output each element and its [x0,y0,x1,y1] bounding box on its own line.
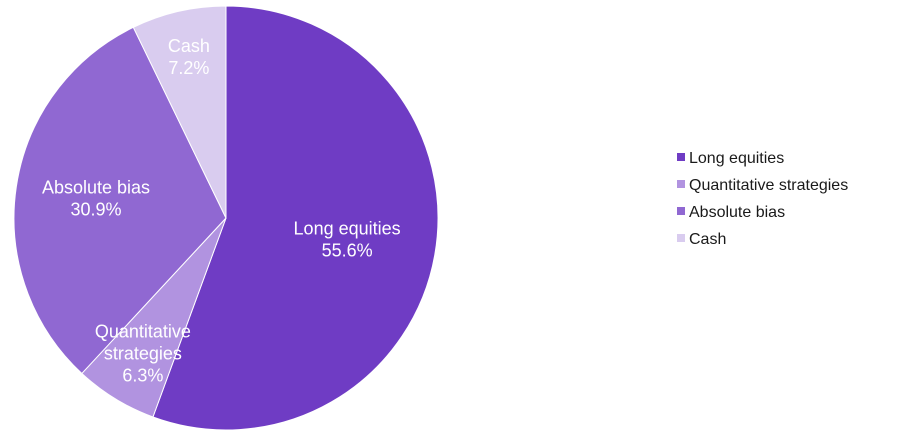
slice-label-cash: Cash 7.2% [168,36,210,78]
slice-label-absolute-bias: Absolute bias 30.9% [42,178,150,220]
legend-item-absolute-bias: Absolute bias [677,204,785,221]
slice-value-label: 55.6% [322,241,373,261]
legend-item-long-equities: Long equities [677,150,784,167]
slice-label-quantitative-strategies: Quantitative strategies 6.3% [95,322,191,386]
slice-name-label: Quantitative [95,322,191,342]
slice-value-label: 6.3% [122,366,163,386]
slice-name-label: strategies [104,344,182,364]
legend-swatch [677,234,685,242]
pie-slice-absolute-bias [13,26,227,375]
legend-item-quantitative-strategies: Quantitative strategies [677,177,848,194]
pie-slice-long-equities [152,5,439,430]
slice-name-label: Long equities [294,219,401,239]
legend-swatch [677,207,685,215]
legend: Long equities Quantitative strategies Abso… [677,150,848,248]
slice-name-label: Absolute bias [42,178,150,198]
legend-label: Quantitative strategies [689,177,848,194]
legend-swatch [677,180,685,188]
legend-label: Absolute bias [689,204,785,221]
pie-slice-cash [132,5,227,219]
legend-label: Long equities [689,150,784,167]
legend-label: Cash [689,231,726,248]
legend-swatch [677,153,685,161]
slice-name-label: Cash [168,36,210,56]
pie-slice-labels: Long equities 55.6% Quantitative strategies… [42,36,401,386]
pie-slices [13,5,439,430]
slice-value-label: 7.2% [168,58,209,78]
slice-value-label: 30.9% [70,200,121,220]
slice-label-long-equities: Long equities 55.6% [294,219,401,261]
legend-item-cash: Cash [677,231,726,248]
